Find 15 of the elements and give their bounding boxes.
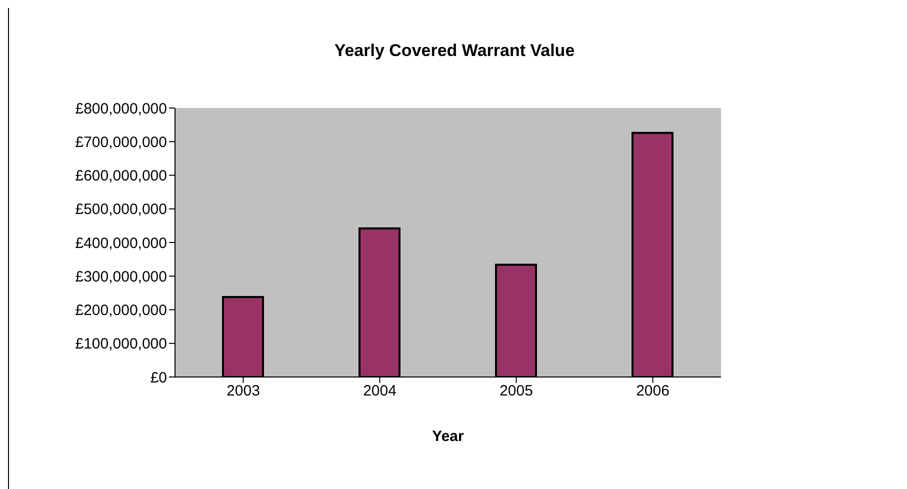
x-axis-title: Year [432,428,464,445]
x-tick-label: 2006 [636,382,670,400]
y-tick-label: £800,000,000 [75,100,167,118]
x-tick-label: 2003 [226,382,260,400]
y-tick-label: £300,000,000 [75,268,167,286]
y-tick-label: £100,000,000 [75,336,167,353]
y-tick-label: £200,000,000 [75,302,167,320]
x-tick-label: 2005 [500,382,533,400]
y-tick-label: £0 [150,369,167,386]
chart-title: Yearly Covered Warrant Value [333,41,576,61]
y-tick-label: £400,000,000 [75,234,167,252]
x-tick-label: 2004 [363,382,396,400]
y-tick-label: £600,000,000 [75,168,167,185]
y-tick-label: £700,000,000 [75,134,167,151]
y-tick-label: £500,000,000 [75,201,167,218]
